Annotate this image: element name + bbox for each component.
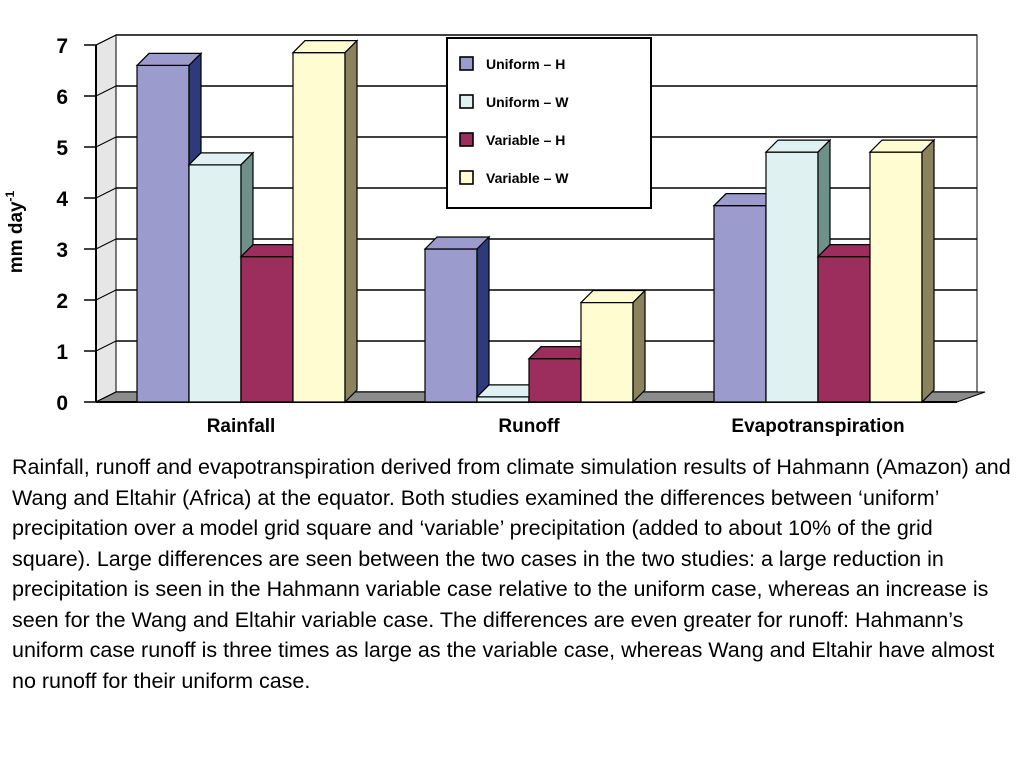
legend-swatch (459, 56, 474, 71)
x-tick-label: Rainfall (207, 416, 276, 437)
y-tick-label: 0 (56, 392, 68, 415)
legend-swatch (459, 132, 474, 147)
bar-front (580, 301, 634, 403)
bar-side (344, 39, 358, 404)
y-tick-label: 1 (56, 341, 68, 364)
figure-caption: Rainfall, runoff and evapotranspiration … (12, 455, 1011, 693)
y-axis-label-superscript: -1 (3, 190, 17, 201)
y-tick-label: 2 (56, 290, 68, 313)
bar-front (817, 256, 871, 403)
bar-front (869, 151, 923, 403)
gridline-depth (95, 85, 117, 97)
bar-front (292, 52, 346, 403)
bar (868, 138, 936, 404)
chart-svg: 0 1 2 3 4 5 6 7 Rainfall Runoff Evapotranspiratio… (3, 34, 986, 437)
x-axis: Rainfall Runoff Evapotranspiration (207, 416, 905, 437)
bar-front (188, 164, 242, 403)
bars (135, 39, 936, 404)
y-tick-label: 3 (56, 239, 68, 262)
x-tick-label: Evapotranspiration (731, 416, 904, 437)
gridline-depth (95, 34, 117, 46)
bar-side (632, 289, 646, 404)
legend-label: Variable – W (486, 170, 569, 186)
legend-label: Uniform – H (486, 56, 565, 72)
bar (423, 235, 491, 404)
legend-label: Variable – H (486, 132, 565, 148)
bar-front (240, 256, 294, 403)
bar-front (136, 64, 190, 403)
y-axis-label-group: mm day-1 (3, 190, 27, 273)
bar-front (476, 396, 530, 403)
y-tick-label: 5 (56, 137, 68, 160)
legend-swatch (459, 170, 474, 185)
bar-front (528, 358, 582, 403)
bar-side (476, 235, 490, 404)
gridline-depth (95, 340, 117, 352)
y-tick-label: 4 (56, 188, 68, 211)
legend-label: Uniform – W (486, 94, 569, 110)
y-axis-label-text: mm day (6, 201, 27, 273)
gridline-depth (95, 289, 117, 301)
bar-front (765, 151, 819, 403)
gridline-depth (95, 238, 117, 250)
bar (291, 39, 359, 404)
y-axis: 0 1 2 3 4 5 6 7 (56, 35, 97, 415)
bar-front (713, 205, 767, 403)
y-tick-label: 6 (56, 86, 68, 109)
legend-box (446, 37, 652, 209)
bar-front (424, 248, 478, 403)
bar-chart: 0 1 2 3 4 5 6 7 Rainfall Runoff Evapotranspiratio… (3, 34, 986, 437)
legend: Uniform – H Uniform – W Variable – H Variab… (446, 37, 652, 209)
y-tick-label: 7 (56, 35, 68, 58)
y-axis-label: mm day-1 (3, 190, 27, 273)
bar-side (921, 138, 935, 404)
gridline-depth (95, 136, 117, 148)
gridline-depth (95, 187, 117, 199)
legend-swatch (459, 94, 474, 109)
x-tick-label: Runoff (498, 416, 560, 437)
bar (579, 289, 647, 404)
side-wall (95, 34, 117, 403)
